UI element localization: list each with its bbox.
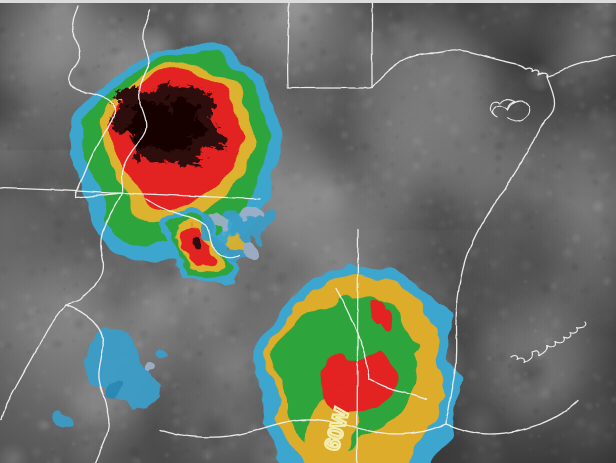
svg-text:60W: 60W — [321, 405, 354, 453]
